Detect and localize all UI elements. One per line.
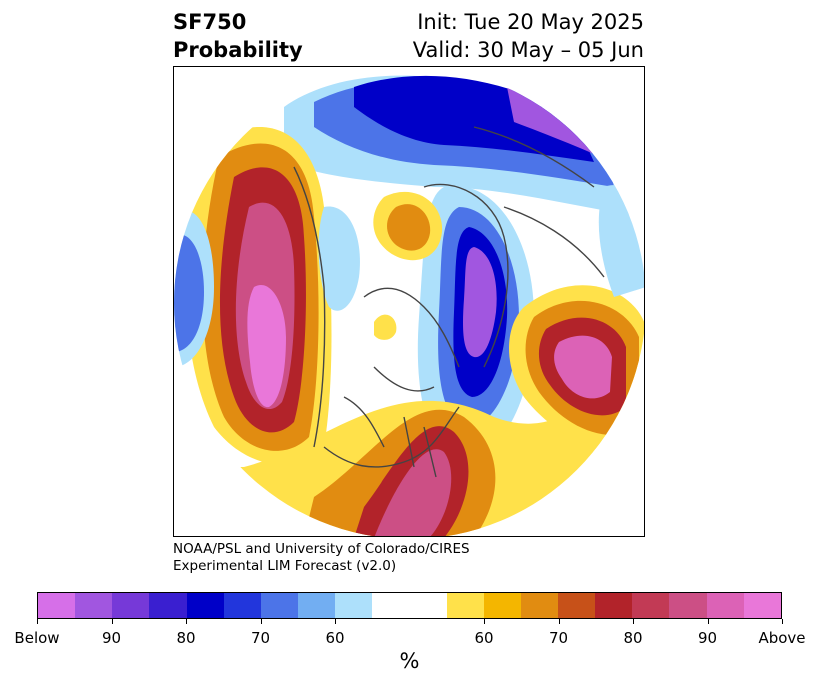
colorbar-segment — [186, 593, 224, 618]
subtitle-label: Probability — [173, 38, 303, 62]
colorbar-segment — [112, 593, 150, 618]
colorbar-tick-mark — [335, 619, 336, 624]
credit-text: NOAA/PSL and University of Colorado/CIRE… — [173, 541, 470, 575]
colorbar-tick-mark — [782, 619, 783, 624]
colorbar-tick-label: Below — [14, 629, 60, 647]
probability-field — [174, 67, 644, 536]
colorbar-segment — [260, 593, 298, 618]
colorbar-segment — [483, 593, 521, 618]
above-normal-pacific — [185, 127, 332, 465]
colorbar-tick-label: 80 — [623, 629, 643, 647]
colorbar-segment — [223, 593, 261, 618]
contour-g4 — [463, 247, 497, 358]
colorbar-tick-mark — [37, 619, 38, 624]
above-normal-atlantic — [509, 285, 644, 454]
coastlines — [293, 126, 605, 478]
contour-a2 — [387, 204, 431, 251]
colorbar-tick-label: 60 — [325, 629, 345, 647]
credit-line-1: NOAA/PSL and University of Colorado/CIRE… — [173, 541, 470, 557]
init-date: Init: Tue 20 May 2025 — [417, 10, 644, 34]
colorbar-tick-label: 60 — [474, 629, 494, 647]
valid-dates: Valid: 30 May – 05 Jun — [412, 38, 644, 62]
date-block: Init: Tue 20 May 2025 Valid: 30 May – 05… — [413, 8, 644, 64]
colorbar-unit: % — [399, 649, 420, 673]
credit-line-2: Experimental LIM Forecast (v2.0) — [173, 558, 397, 574]
contour-p5 — [247, 285, 286, 408]
colorbar-segment — [743, 593, 781, 618]
contour-e4 — [554, 335, 612, 399]
colorbar-tick-mark — [707, 619, 709, 624]
variable-label: SF750 — [173, 10, 247, 34]
contour-b3 — [354, 75, 594, 162]
colorbar-segment — [446, 593, 484, 618]
map-title: SF750 Probability — [173, 8, 303, 64]
contour-w2 — [174, 234, 204, 352]
colorbar-tick-label: 70 — [250, 629, 271, 647]
below-normal-greenland — [417, 185, 534, 457]
colorbar-segment — [520, 593, 558, 618]
contour-a3 — [374, 314, 397, 340]
contour-n4 — [374, 449, 452, 536]
colorbar-segment — [38, 593, 76, 618]
map-panel — [173, 66, 645, 537]
colorbar-segment — [372, 593, 447, 618]
colorbar-segment — [75, 593, 113, 618]
colorbar-ticks: Below 90 80 70 60 60 70 80 90 Above — [14, 619, 806, 649]
colorbar-segment — [557, 593, 596, 618]
colorbar-segment — [595, 593, 633, 618]
colorbar-tick-mark — [260, 619, 262, 624]
colorbar-tick-mark — [558, 619, 560, 624]
colorbar-tick-label: Above — [758, 629, 806, 647]
colorbar-tick-label: 90 — [697, 629, 718, 647]
colorbar-tick-label: 70 — [548, 629, 569, 647]
colorbar-tick-label: 80 — [176, 629, 196, 647]
colorbar-tick-mark — [484, 619, 485, 624]
probability-map — [174, 67, 644, 536]
colorbar-segment — [632, 593, 670, 618]
colorbar-segment — [335, 593, 373, 618]
colorbar-tick-label: 90 — [101, 629, 122, 647]
colorbar-segment — [706, 593, 744, 618]
colorbar-tick-mark — [633, 619, 634, 624]
colorbar-segment — [669, 593, 707, 618]
colorbar-tick-mark — [111, 619, 113, 624]
above-normal-arctic — [373, 191, 443, 340]
colorbar — [37, 592, 782, 619]
contour-w3 — [318, 206, 360, 311]
colorbar-segment — [149, 593, 187, 618]
colorbar-segment — [297, 593, 336, 618]
colorbar-tick-mark — [186, 619, 187, 624]
